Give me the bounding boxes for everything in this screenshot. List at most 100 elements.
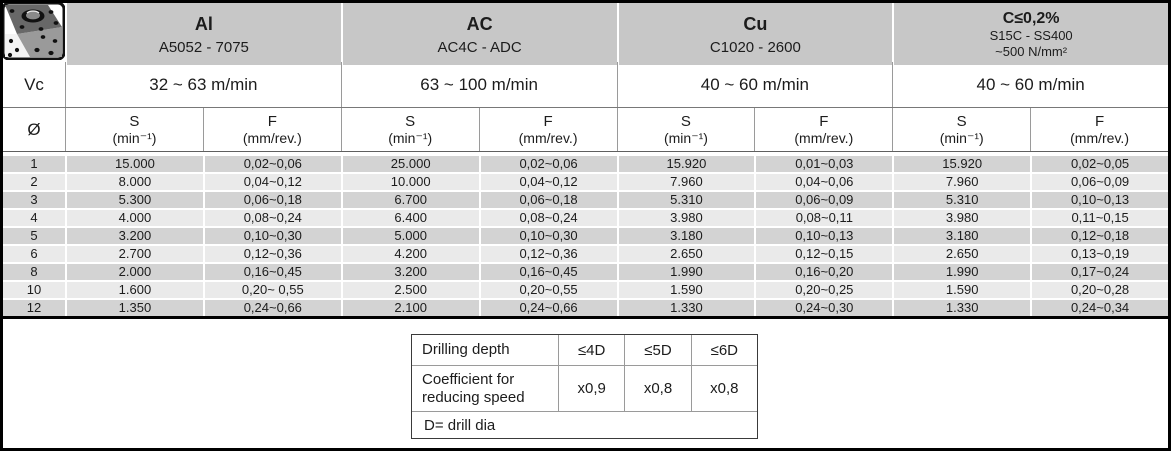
material-grades: A5052 - 7075 [158,39,249,56]
data-cell: 0,12~0,18 [1030,228,1168,244]
feed-symbol: F [267,112,277,130]
table-row: 4 4.000 0,08~0,24 6.400 0,08~0,24 3.980 … [3,210,1168,226]
dia-cell: 8 [3,264,65,280]
speed-symbol: S [129,112,140,130]
data-cell: 3.980 [616,210,755,226]
feed-header: F (mm/rev.) [478,108,617,151]
data-rows: 1 15.000 0,02~0,06 25.000 0,02~0,06 15.9… [3,152,1168,316]
material-header-steel: C≤0,2% S15C - SS400 ~500 N/mm² [892,3,1168,65]
data-cell: 0,24~0,30 [754,300,893,316]
speed-header: S (min⁻¹) [340,108,479,151]
vc-label: Vc [24,74,44,94]
data-cell: 3.200 [340,264,479,280]
feed-unit: (mm/rev.) [242,130,302,147]
depth-value: ≤6D [690,335,757,365]
dia-cell: 6 [3,246,65,262]
data-cell: 5.310 [892,192,1031,208]
feed-header: F (mm/rev.) [1030,108,1168,151]
data-cell: 7.960 [892,174,1031,190]
data-cell: 3.980 [892,210,1031,226]
cutting-speed-row: Vc 32 ~ 63 m/min 63 ~ 100 m/min 40 ~ 60 … [3,62,1168,108]
data-cell: 0,10~0,30 [202,228,341,244]
coefficient-value: x0,8 [690,366,757,411]
data-cell: 2.500 [340,282,479,298]
data-cell: 0,16~0,45 [478,264,617,280]
depth-label: Drilling depth [422,341,510,359]
speed-unit: (min⁻¹) [112,130,157,147]
depth-header-row: Drilling depth ≤4D ≤5D ≤6D [412,335,757,366]
footer-area: Drilling depth ≤4D ≤5D ≤6D Coefficient f… [3,334,1168,439]
data-cell: 0,10~0,13 [1030,192,1168,208]
material-header-ac: AC AC4C - ADC [340,3,617,65]
material-header-row: Al A5052 - 7075 AC AC4C - ADC Cu C1020 -… [3,3,1168,65]
material-grades: S15C - SS400 [989,28,1073,44]
depth-note: D= drill dia [424,416,496,434]
data-cell: 1.990 [616,264,755,280]
data-cell: 1.590 [892,282,1031,298]
data-cell: 8.000 [65,174,203,190]
feed-header: F (mm/rev.) [754,108,892,151]
data-cell: 25.000 [340,156,479,172]
data-cell: 1.590 [616,282,755,298]
data-cell: 0,08~0,24 [478,210,617,226]
data-cell: 0,06~0,18 [478,192,617,208]
speed-header: S (min⁻¹) [65,108,203,151]
material-grades: AC4C - ADC [437,39,522,56]
data-cell: 0,04~0,12 [202,174,341,190]
table-row: 12 1.350 0,24~0,66 2.100 0,24~0,66 1.330… [3,300,1168,316]
coefficient-row: Coefficient for reducing speed x0,9 x0,8… [412,366,757,412]
table-row: 8 2.000 0,16~0,45 3.200 0,16~0,45 1.990 … [3,264,1168,280]
material-header-al: Al A5052 - 7075 [65,3,341,65]
speed-symbol: S [405,112,416,130]
data-cell: 0,08~0,24 [202,210,341,226]
feed-unit: (mm/rev.) [794,130,854,147]
data-cell: 0,01~0,03 [754,156,893,172]
data-cell: 3.200 [65,228,203,244]
speed-unit: (min⁻¹) [663,130,708,147]
data-cell: 0,20~0,25 [754,282,893,298]
feed-unit: (mm/rev.) [1070,130,1129,147]
data-cell: 0,10~0,30 [478,228,617,244]
data-cell: 0,04~0,12 [478,174,617,190]
feed-header: F (mm/rev.) [202,108,341,151]
data-cell: 0,16~0,20 [754,264,893,280]
feed-unit: (mm/rev.) [518,130,578,147]
data-cell: 1.330 [616,300,755,316]
data-cell: 0,12~0,15 [754,246,893,262]
data-cell: 0,06~0,09 [1030,174,1168,190]
material-name: Al [194,14,213,34]
dia-cell: 10 [3,282,65,298]
data-cell: 0,02~0,06 [202,156,341,172]
coefficient-value: x0,9 [558,366,624,411]
data-cell: 6.400 [340,210,479,226]
feed-symbol: F [819,112,829,130]
drilled-block-graphic [3,3,66,61]
dia-cell: 5 [3,228,65,244]
data-cell: 0,20~0,28 [1030,282,1168,298]
data-cell: 2.700 [65,246,203,262]
diameter-header: Ø [27,119,41,139]
data-cell: 1.350 [65,300,203,316]
speed-header: S (min⁻¹) [892,108,1030,151]
vc-value-steel: 40 ~ 60 m/min [892,62,1168,107]
dia-cell: 12 [3,300,65,316]
material-grades: C1020 - 2600 [709,39,801,56]
data-cell: 0,20~ 0,55 [202,282,341,298]
drilling-depth-table: Drilling depth ≤4D ≤5D ≤6D Coefficient f… [411,334,758,439]
data-cell: 3.180 [892,228,1031,244]
table-row: 2 8.000 0,04~0,12 10.000 0,04~0,12 7.960… [3,174,1168,190]
material-grades2: ~500 N/mm² [995,44,1068,59]
material-name: Cu [743,14,768,34]
data-cell: 2.650 [616,246,755,262]
dia-cell: 3 [3,192,65,208]
data-cell: 0,11~0,15 [1030,210,1168,226]
data-cell: 0,10~0,13 [754,228,893,244]
data-cell: 7.960 [616,174,755,190]
vc-value-cu: 40 ~ 60 m/min [616,62,893,107]
vc-value-ac: 63 ~ 100 m/min [340,62,617,107]
data-cell: 0,06~0,18 [202,192,341,208]
speed-symbol: S [680,112,691,130]
data-cell: 0,13~0,19 [1030,246,1168,262]
data-cell: 4.000 [65,210,203,226]
